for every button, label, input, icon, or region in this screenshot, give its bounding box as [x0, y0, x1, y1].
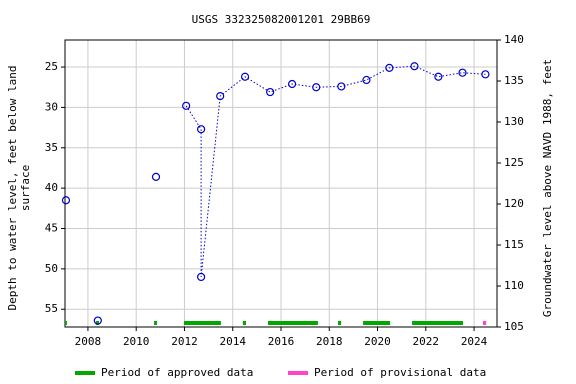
data-point: [216, 92, 225, 101]
data-point: [197, 272, 206, 282]
y-tick-label: 45: [45, 222, 58, 235]
data-point: [61, 196, 71, 205]
period-bar: [154, 321, 157, 325]
data-point: [337, 82, 346, 91]
y2-tick-label: 115: [504, 238, 524, 251]
y-tick-label: 40: [45, 181, 58, 194]
data-point: [385, 63, 394, 72]
x-tick-label: 2024: [461, 335, 488, 348]
data-point: [93, 316, 102, 325]
period-bar: [183, 321, 221, 325]
plot-frame: [64, 39, 498, 328]
data-point: [312, 83, 321, 92]
data-line: [185, 65, 486, 277]
y2-tick-label: 105: [504, 320, 524, 333]
x-tick-label: 2008: [75, 335, 102, 348]
y2-tick-label: 120: [504, 197, 524, 210]
legend-label: Period of approved data: [101, 366, 253, 379]
data-point: [458, 68, 467, 77]
y-tick-label: 35: [45, 141, 58, 154]
y2-tick-label: 125: [504, 156, 524, 169]
x-tick-label: 2012: [171, 335, 198, 348]
x-tick-label: 2018: [316, 335, 343, 348]
y2-tick-label: 135: [504, 74, 524, 87]
period-bar: [483, 321, 487, 325]
period-bar: [242, 321, 247, 325]
y-tick-label: 30: [45, 100, 58, 113]
data-point: [197, 125, 206, 134]
y2-tick-label: 130: [504, 115, 524, 128]
data-point: [434, 72, 443, 81]
y-tick-label: 50: [45, 262, 58, 275]
y2-axis-label: Groundwater level above NAVD 1988, feet: [541, 59, 554, 317]
data-point: [151, 172, 161, 181]
x-tick-label: 2016: [268, 335, 295, 348]
y-axis-label: Depth to water level, feet below land: [6, 65, 19, 310]
data-point: [362, 75, 371, 85]
period-bar: [412, 321, 463, 325]
data-point: [410, 62, 419, 71]
period-bar: [95, 321, 100, 325]
period-bar: [267, 321, 318, 325]
x-tick-label: 2014: [219, 335, 246, 348]
period-bar: [337, 321, 342, 325]
x-tick-label: 2022: [413, 335, 440, 348]
data-point: [240, 72, 250, 81]
data-point: [266, 87, 275, 97]
legend-label: Period of provisional data: [314, 366, 486, 379]
chart-title: USGS 332325082001201 29BB69: [192, 13, 371, 26]
period-bar: [363, 321, 391, 325]
y-tick-label: 55: [45, 302, 58, 315]
x-tick-label: 2010: [123, 335, 150, 348]
x-tick-label: 2020: [364, 335, 391, 348]
y-tick-label: 25: [45, 60, 58, 73]
data-point: [481, 70, 490, 79]
y2-tick-label: 110: [504, 279, 524, 292]
y2-tick-label: 140: [504, 33, 524, 46]
period-bar: [65, 321, 67, 325]
data-point: [288, 79, 297, 89]
data-point: [182, 101, 191, 110]
y-axis-label: surface: [19, 165, 32, 211]
